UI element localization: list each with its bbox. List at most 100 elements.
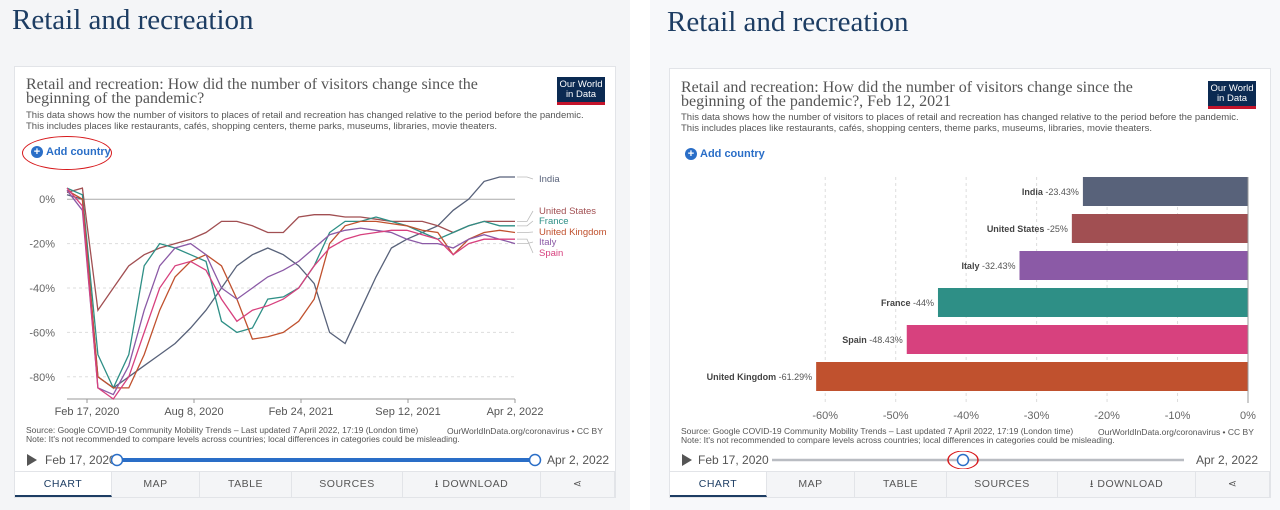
series-label: Spain (539, 248, 563, 259)
series-label: India (539, 174, 560, 185)
x-tick-label: -60% (812, 410, 838, 422)
bar (1082, 177, 1248, 206)
play-icon[interactable] (682, 454, 692, 466)
source-link[interactable]: OurWorldInData.org/coronavirus • CC BY (447, 426, 603, 436)
tab-sources[interactable]: SOURCES (947, 472, 1058, 497)
chart-title-line-2: beginning of the pandemic?, Feb 12, 2021 (681, 93, 952, 110)
legend-connector (517, 176, 534, 180)
download-icon: ⭳ (434, 478, 439, 490)
x-tick-label: -50% (883, 410, 909, 422)
x-tick-label: -30% (1024, 410, 1050, 422)
chart-subtitle-1: This data shows how the number of visito… (26, 110, 584, 121)
x-tick-label: 0% (1240, 410, 1256, 422)
chart-subtitle-2: This includes places like restaurants, c… (681, 123, 1152, 134)
owid-logo[interactable]: Our World in Data (1208, 81, 1256, 109)
series-line (66, 176, 515, 389)
source-note-2: Note: It's not recommended to compare le… (26, 434, 460, 444)
tab-download[interactable]: ⭳ DOWNLOAD (403, 472, 541, 497)
x-tick-label: Feb 17, 2020 (55, 406, 120, 418)
logo-text-2: in Data (565, 89, 597, 100)
series-line (66, 187, 515, 390)
chart-title-line-1: Retail and recreation: How did the numbe… (681, 79, 1133, 96)
right-panel: Retail and recreation Retail and recreat… (650, 0, 1280, 510)
x-tick-label: Feb 24, 2021 (269, 406, 334, 418)
series-line (66, 189, 516, 389)
play-icon[interactable] (27, 454, 37, 466)
chart-subtitle-2: This includes places like restaurants, c… (26, 121, 497, 132)
logo-text-2: in Data (1216, 93, 1248, 104)
series-line (66, 189, 516, 396)
x-tick-label: -10% (1165, 410, 1191, 422)
tab-sources[interactable]: SOURCES (292, 472, 403, 497)
owid-logo[interactable]: Our World in Data (557, 77, 605, 105)
legend-connector (517, 238, 534, 254)
series-label: France (539, 216, 569, 227)
bar (1071, 214, 1248, 243)
logo-text-1: Our World (1210, 83, 1254, 94)
bar-chart: -60% -50% -40% -30% -20% -10% 0% India -23.43% U… (707, 177, 1256, 422)
legend-connector (517, 210, 534, 222)
series-label: Italy (539, 237, 557, 248)
source-note-1: Source: Google COVID-19 Community Mobili… (681, 426, 1074, 436)
bar (906, 325, 1248, 354)
series-line (66, 187, 515, 400)
legend-connector (517, 220, 534, 227)
chart-title-line-2: beginning of the pandemic? (26, 90, 205, 107)
highlight-circle (22, 136, 112, 170)
bar-value-label: France -44% (881, 298, 934, 308)
timeline-handle-start (111, 453, 124, 467)
tab-table[interactable]: TABLE (200, 472, 292, 497)
bar-value-label: Spain -48.43% (842, 335, 903, 345)
tab-chart[interactable]: CHART (15, 472, 112, 497)
page-title: Retail and recreation (667, 6, 909, 38)
left-panel: Retail and recreation Retail and recreat… (0, 0, 630, 510)
tab-map[interactable]: MAP (767, 472, 855, 497)
timeline-slider[interactable] (111, 452, 547, 468)
source-note-2: Note: It's not recommended to compare le… (681, 435, 1115, 445)
x-tick-label: -20% (1094, 410, 1120, 422)
timeline-end-date: Apr 2, 2022 (547, 453, 610, 467)
series-label: United States (539, 206, 596, 217)
x-tick-label: Aug 8, 2020 (164, 406, 223, 418)
bar (937, 288, 1248, 317)
timeline-start-date: Feb 17, 2020 (698, 453, 769, 467)
tab-bar: CHART MAP TABLE SOURCES ⭳ DOWNLOAD ⋖ (670, 471, 1270, 497)
y-tick-label: -20% (29, 239, 55, 251)
line-chart: 0% -20% -40% -60% -80% Feb 17, 2020 Aug 8, 202… (29, 174, 607, 418)
y-tick-label: 0% (39, 194, 55, 206)
timeline-slider[interactable] (770, 451, 1188, 469)
tab-map[interactable]: MAP (112, 472, 200, 497)
timeline-start-date: Feb 17, 2020 (45, 453, 116, 467)
legend-connector (517, 231, 534, 233)
tab-download-label: DOWNLOAD (442, 478, 509, 490)
tab-chart[interactable]: CHART (670, 472, 767, 497)
chart-title-line-1: Retail and recreation: How did the numbe… (26, 76, 478, 93)
chart-card: Retail and recreation: How did the numbe… (14, 66, 616, 498)
timeline-handle-end (528, 453, 542, 467)
bar (1019, 251, 1248, 280)
series-line (66, 187, 515, 312)
chart-subtitle-1: This data shows how the number of visito… (681, 112, 1239, 123)
source-note-1: Source: Google COVID-19 Community Mobili… (26, 425, 419, 435)
bar-value-label: Italy -32.43% (961, 261, 1015, 271)
download-icon: ⭳ (1089, 478, 1094, 490)
x-tick-label: Sep 12, 2021 (375, 406, 440, 418)
tab-share[interactable]: ⋖ (1196, 472, 1270, 497)
logo-text-1: Our World (559, 79, 603, 90)
add-country-button[interactable]: + Add country (685, 148, 765, 160)
timeline-end-date: Apr 2, 2022 (1196, 453, 1259, 467)
plus-circle-icon: + (685, 148, 697, 160)
y-tick-label: -40% (29, 283, 55, 295)
tab-share[interactable]: ⋖ (541, 472, 615, 497)
highlight-circle (947, 451, 979, 469)
tab-bar: CHART MAP TABLE SOURCES ⭳ DOWNLOAD ⋖ (15, 471, 615, 497)
share-icon: ⋖ (1227, 478, 1238, 490)
x-tick-label: -40% (953, 410, 979, 422)
tab-table[interactable]: TABLE (855, 472, 947, 497)
series-label: United Kingdom (539, 227, 607, 238)
x-tick-label: Apr 2, 2022 (487, 406, 544, 418)
tab-download[interactable]: ⭳ DOWNLOAD (1058, 472, 1196, 497)
add-country-label: Add country (700, 148, 765, 160)
timeline-handle[interactable] (956, 453, 970, 467)
source-link[interactable]: OurWorldInData.org/coronavirus • CC BY (1098, 427, 1254, 437)
